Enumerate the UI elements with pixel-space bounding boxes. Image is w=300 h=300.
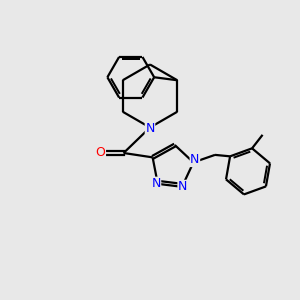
Text: N: N: [145, 122, 155, 136]
Text: O: O: [96, 146, 105, 160]
Text: N: N: [190, 154, 200, 166]
Text: N: N: [151, 177, 161, 190]
Text: N: N: [178, 180, 188, 194]
